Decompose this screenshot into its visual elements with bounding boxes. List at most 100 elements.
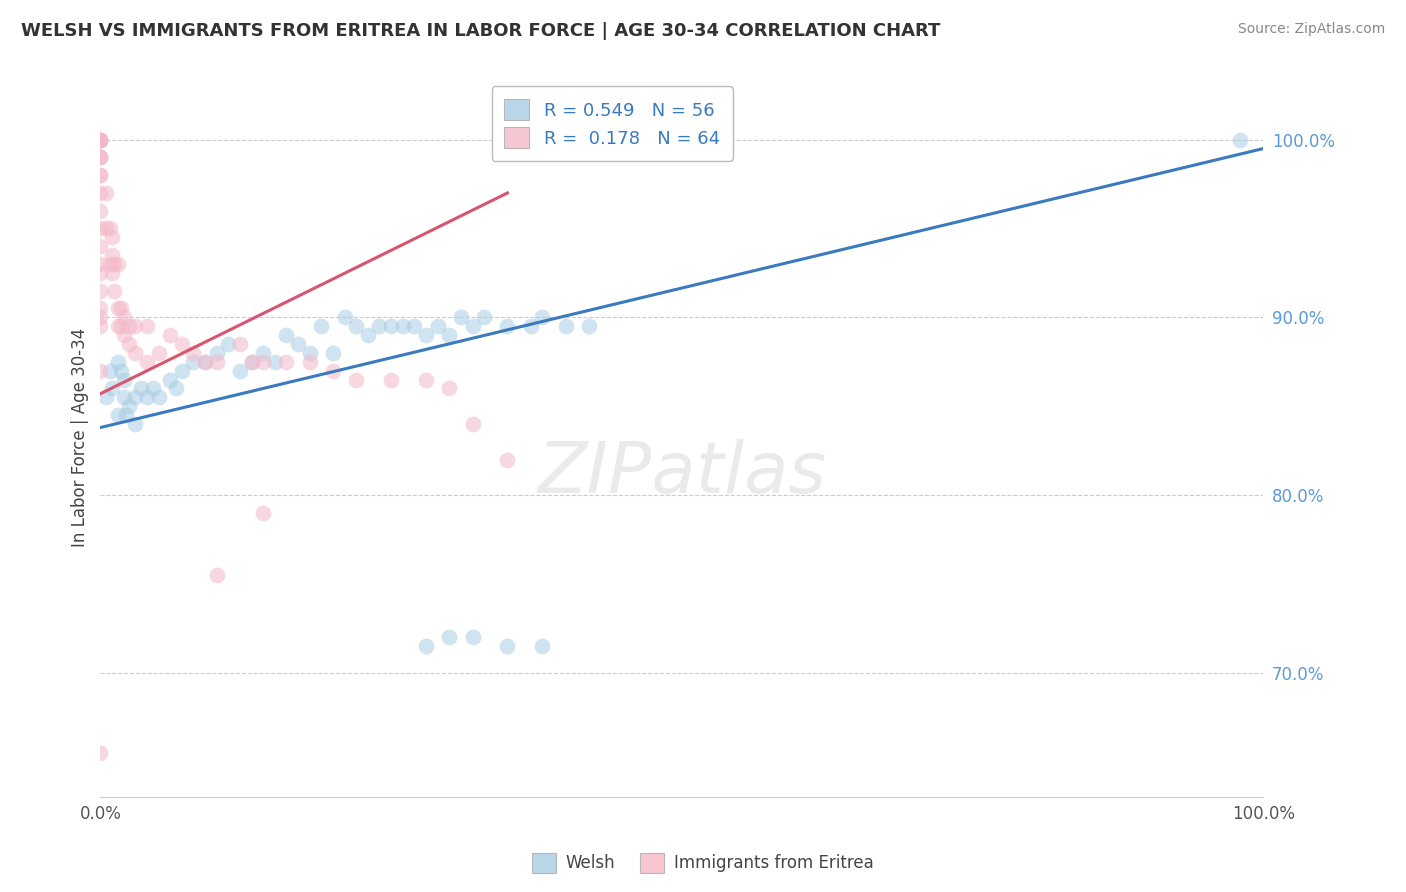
Point — [531, 639, 554, 653]
Point — [333, 310, 356, 325]
Point — [98, 257, 121, 271]
Point — [98, 364, 121, 378]
Point — [89, 319, 111, 334]
Point — [287, 337, 309, 351]
Point — [240, 355, 263, 369]
Point — [531, 310, 554, 325]
Point — [1229, 133, 1251, 147]
Text: Source: ZipAtlas.com: Source: ZipAtlas.com — [1237, 22, 1385, 37]
Point — [89, 186, 111, 200]
Point — [183, 355, 205, 369]
Point — [110, 301, 132, 316]
Point — [89, 133, 111, 147]
Point — [344, 319, 367, 334]
Point — [89, 133, 111, 147]
Point — [439, 328, 461, 343]
Point — [368, 319, 391, 334]
Point — [415, 372, 437, 386]
Point — [496, 319, 519, 334]
Point — [519, 319, 541, 334]
Point — [170, 337, 193, 351]
Point — [415, 639, 437, 653]
Point — [439, 381, 461, 395]
Point — [194, 355, 217, 369]
Point — [96, 221, 118, 235]
Point — [159, 372, 181, 386]
Point — [96, 186, 118, 200]
Point — [322, 364, 344, 378]
Point — [194, 355, 217, 369]
Point — [252, 355, 274, 369]
Y-axis label: In Labor Force | Age 30-34: In Labor Force | Age 30-34 — [72, 327, 89, 547]
Point — [89, 266, 111, 280]
Point — [205, 568, 228, 582]
Point — [404, 319, 426, 334]
Point — [142, 381, 165, 395]
Point — [578, 319, 600, 334]
Point — [165, 381, 187, 395]
Legend: Welsh, Immigrants from Eritrea: Welsh, Immigrants from Eritrea — [526, 847, 880, 880]
Point — [118, 399, 141, 413]
Point — [229, 337, 252, 351]
Point — [148, 390, 170, 404]
Point — [107, 408, 129, 422]
Point — [124, 319, 146, 334]
Point — [252, 346, 274, 360]
Point — [148, 346, 170, 360]
Point — [89, 133, 111, 147]
Point — [472, 310, 495, 325]
Point — [124, 346, 146, 360]
Point — [124, 417, 146, 431]
Point — [229, 364, 252, 378]
Point — [110, 364, 132, 378]
Text: WELSH VS IMMIGRANTS FROM ERITREA IN LABOR FORCE | AGE 30-34 CORRELATION CHART: WELSH VS IMMIGRANTS FROM ERITREA IN LABO… — [21, 22, 941, 40]
Point — [89, 150, 111, 164]
Point — [217, 337, 239, 351]
Point — [298, 355, 321, 369]
Point — [276, 355, 298, 369]
Point — [461, 417, 484, 431]
Point — [205, 346, 228, 360]
Point — [129, 381, 152, 395]
Point — [101, 266, 124, 280]
Point — [89, 168, 111, 182]
Point — [183, 346, 205, 360]
Point — [89, 301, 111, 316]
Point — [107, 319, 129, 334]
Legend: R = 0.549   N = 56, R =  0.178   N = 64: R = 0.549 N = 56, R = 0.178 N = 64 — [492, 87, 733, 161]
Point — [89, 221, 111, 235]
Point — [135, 390, 157, 404]
Point — [135, 319, 157, 334]
Point — [461, 630, 484, 644]
Point — [311, 319, 333, 334]
Point — [159, 328, 181, 343]
Point — [380, 319, 402, 334]
Point — [496, 452, 519, 467]
Point — [554, 319, 576, 334]
Point — [89, 239, 111, 253]
Point — [107, 355, 129, 369]
Point — [89, 746, 111, 760]
Point — [344, 372, 367, 386]
Point — [426, 319, 449, 334]
Point — [89, 364, 111, 378]
Point — [415, 328, 437, 343]
Point — [124, 390, 146, 404]
Point — [89, 133, 111, 147]
Point — [252, 506, 274, 520]
Point — [450, 310, 472, 325]
Point — [103, 257, 125, 271]
Point — [107, 301, 129, 316]
Point — [115, 408, 138, 422]
Point — [322, 346, 344, 360]
Point — [496, 639, 519, 653]
Point — [89, 133, 111, 147]
Point — [357, 328, 380, 343]
Point — [89, 257, 111, 271]
Point — [240, 355, 263, 369]
Point — [380, 372, 402, 386]
Point — [96, 390, 118, 404]
Point — [101, 230, 124, 244]
Point — [89, 203, 111, 218]
Point — [205, 355, 228, 369]
